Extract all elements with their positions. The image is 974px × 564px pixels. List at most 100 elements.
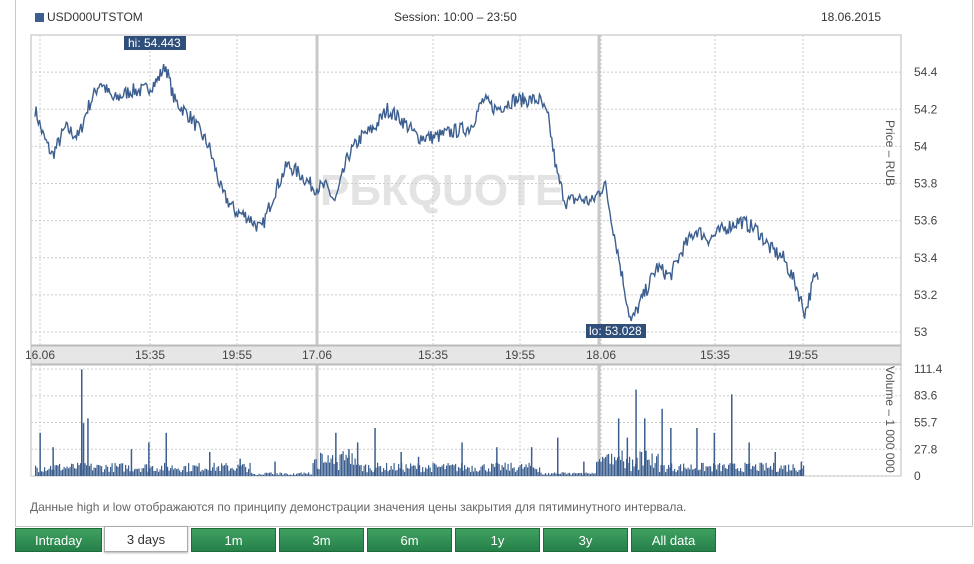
volume-bar (308, 472, 310, 476)
volume-bar (84, 463, 86, 476)
volume-bar (288, 474, 290, 476)
volume-bar (98, 465, 100, 476)
volume-bar (242, 464, 244, 476)
volume-bar (518, 467, 520, 476)
xtick-label: 15:35 (135, 348, 165, 362)
volume-bar (183, 466, 185, 476)
volume-bar (296, 473, 298, 476)
volume-bar (546, 474, 548, 476)
volume-bar (132, 471, 134, 476)
volume-bar (605, 456, 607, 476)
volume-bar (522, 468, 524, 476)
volume-bar (339, 454, 341, 476)
tab-all-data[interactable]: All data (631, 528, 716, 552)
tab-intraday[interactable]: Intraday (15, 528, 102, 552)
volume-bar (384, 470, 386, 476)
volume-bar (404, 471, 406, 476)
volume-bar (126, 468, 128, 476)
volume-bar (99, 465, 101, 476)
volume-bar (240, 465, 242, 476)
volume-bar (723, 464, 725, 476)
volume-bar (254, 474, 256, 476)
volume-bar (245, 467, 247, 476)
volume-bar (377, 462, 379, 476)
volume-bar (704, 471, 706, 476)
tab-3-days[interactable]: 3 days (104, 526, 188, 552)
volume-bar (591, 472, 593, 476)
volume-bar (771, 469, 773, 476)
volume-bar (540, 472, 542, 476)
volume-bar (338, 470, 340, 476)
volume-bar (536, 469, 538, 476)
volume-bar (227, 465, 229, 476)
volume-bar (44, 467, 46, 476)
volume-bar (434, 463, 436, 476)
volume-bar (792, 464, 794, 476)
volume-bar (570, 474, 572, 476)
volume-bar (581, 473, 583, 476)
volume-bar (146, 464, 148, 476)
volume-bar (575, 473, 577, 476)
volume-bar (519, 465, 521, 476)
volume-bar (237, 464, 239, 476)
volume-bar (557, 437, 559, 476)
volume-bar (666, 468, 668, 476)
volume-bar (660, 465, 662, 476)
volume-bar (722, 465, 724, 476)
volume-bar (117, 466, 119, 476)
volume-bar (82, 423, 85, 476)
volume-bar (398, 464, 400, 476)
volume-bar (644, 418, 646, 476)
volume-bar (653, 467, 655, 476)
hi-marker: hi: 54.443 (124, 36, 186, 50)
volume-bar (35, 465, 37, 476)
volume-bar (221, 463, 223, 476)
volume-bar (782, 469, 784, 476)
volume-bar (459, 468, 461, 476)
volume-bar (732, 463, 734, 476)
volume-bar (243, 464, 245, 476)
volume-ylabel: Volume – 1 000 000 (883, 366, 897, 473)
volume-bar (687, 467, 689, 476)
volume-bar (741, 471, 743, 476)
volume-bar (674, 469, 676, 476)
tab-6m[interactable]: 6m (367, 528, 452, 552)
volume-bar (381, 471, 383, 476)
tab-3y[interactable]: 3y (543, 528, 628, 552)
volume-bar (167, 466, 169, 476)
volume-bar (675, 472, 677, 476)
volume-bar (479, 470, 481, 476)
volume-bar (686, 469, 688, 476)
volume-bar (248, 468, 250, 476)
volume-bar (174, 468, 176, 476)
volume-bar (305, 473, 307, 476)
volume-bar (51, 469, 53, 476)
volume-bar (257, 475, 259, 476)
volume-bar (713, 432, 716, 476)
price-ytick-label: 53.2 (914, 288, 938, 302)
volume-bar (299, 473, 301, 476)
volume-bar (197, 466, 199, 476)
tab-1y[interactable]: 1y (455, 528, 540, 552)
volume-ytick-label: 55.7 (914, 416, 938, 430)
volume-bar (641, 452, 643, 476)
tab-3m[interactable]: 3m (279, 528, 364, 552)
volume-bar (416, 468, 418, 476)
volume-bar (743, 472, 745, 476)
volume-bar (311, 474, 313, 476)
volume-bar (276, 473, 278, 476)
volume-bar (122, 463, 124, 476)
volume-bar (294, 474, 296, 476)
volume-bar (629, 456, 631, 476)
volume-bar (159, 469, 161, 476)
volume-bar (380, 466, 382, 476)
volume-bar (411, 466, 413, 476)
volume-bar (219, 470, 221, 476)
tab-1m[interactable]: 1m (191, 528, 276, 552)
volume-bar (717, 464, 719, 476)
price-ytick-label: 54.2 (914, 102, 938, 116)
volume-bar (396, 469, 398, 476)
volume-bar (734, 463, 736, 476)
volume-bar (341, 454, 343, 476)
volume-bar (204, 468, 206, 476)
